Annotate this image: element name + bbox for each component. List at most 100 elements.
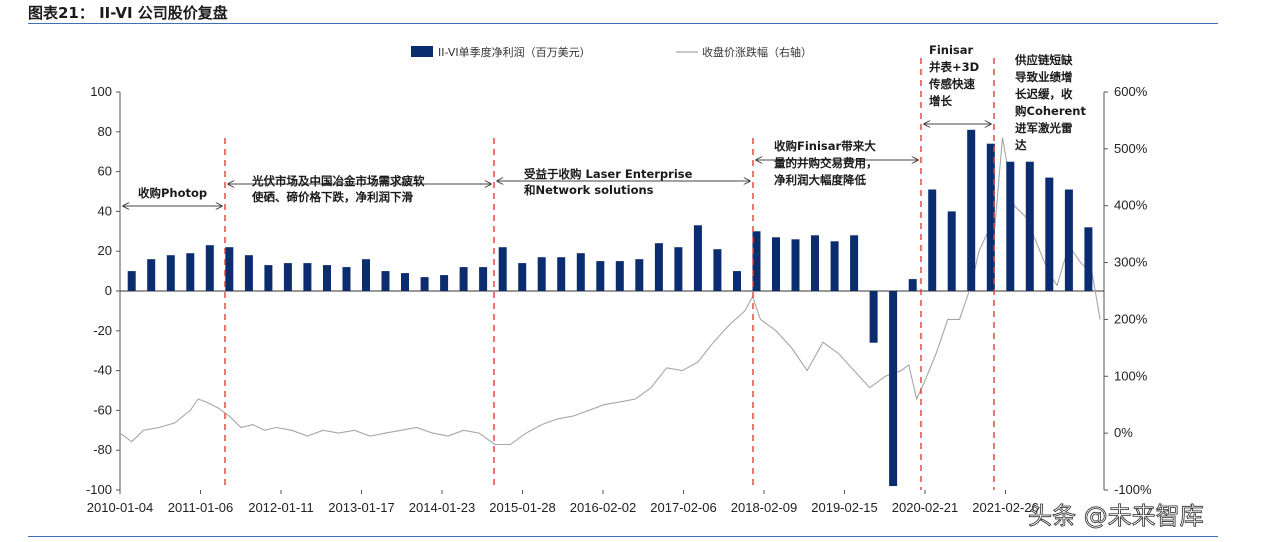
annotation-2020-line3: 传感快速: [928, 77, 975, 91]
profit-bar: [1025, 161, 1034, 291]
profit-bar: [947, 211, 956, 291]
left-axis-ticks: -100 -80 -60 -40 -20 0 20 40 60 80 100: [86, 84, 120, 497]
profit-bar: [752, 231, 761, 291]
right-tick-label: 0%: [1114, 425, 1133, 440]
profit-bar: [772, 237, 780, 291]
annotation-2021-line5: 进军激光雷: [1015, 121, 1073, 135]
profit-bar: [186, 253, 195, 291]
left-tick-label: -20: [93, 323, 112, 338]
profit-bar: [674, 247, 683, 291]
profit-bar: [713, 249, 722, 291]
profit-bar: [1006, 161, 1015, 291]
left-tick-label: 60: [98, 164, 112, 179]
profit-bar: [518, 263, 527, 291]
profit-bar: [693, 225, 702, 291]
profit-bar: [166, 255, 175, 291]
profit-bar: [596, 261, 605, 291]
annotation-2021-line3: 长迟缓，收: [1015, 87, 1073, 101]
annotation-2021-line1: 供应链短缺: [1014, 53, 1073, 67]
profit-bar: [967, 129, 976, 291]
profit-bar: [205, 245, 214, 291]
net-profit-bars: [127, 129, 1093, 486]
legend-bar-swatch: [411, 46, 433, 57]
watermark: 头条 @未来智库: [1028, 502, 1204, 530]
x-tick-label: 2013-01-17: [328, 500, 395, 515]
right-tick-label: 600%: [1114, 84, 1148, 99]
left-tick-label: 20: [98, 243, 112, 258]
period-arrows: [123, 124, 991, 206]
left-tick-label: 80: [98, 124, 112, 139]
legend-line-label: 收盘价涨跌幅（右轴）: [702, 45, 812, 59]
annotation-2015-line1: 受益于收购 Laser Enterprise: [524, 167, 693, 181]
x-tick-label: 2010-01-04: [87, 500, 154, 515]
profit-bar: [381, 271, 390, 291]
profit-bar: [908, 279, 917, 291]
profit-bar: [1084, 227, 1093, 291]
right-tick-label: 400%: [1114, 198, 1148, 213]
profit-bar: [303, 263, 312, 291]
profit-bar: [147, 259, 156, 291]
profit-bar: [498, 247, 507, 291]
right-tick-label: 100%: [1114, 368, 1148, 383]
left-tick-label: -40: [93, 363, 112, 378]
profit-bar: [1064, 189, 1073, 291]
profit-bar: [791, 239, 800, 291]
profit-bar: [283, 263, 292, 291]
price-change-line: [119, 137, 1101, 446]
x-tick-label: 2012-01-11: [248, 500, 314, 515]
annotation-2012-line2: 使硒、碲价格下跌，净利润下滑: [251, 190, 413, 204]
annotation-2018-line1: 收购Finisar带来大: [774, 139, 876, 153]
profit-bar: [479, 267, 488, 291]
profit-bar: [362, 259, 370, 291]
annotation-2020-line4: 增长: [929, 94, 952, 108]
x-tick-label: 2011-01-06: [168, 500, 234, 515]
x-tick-label: 2021-02-26: [972, 500, 1039, 515]
profit-bar: [342, 267, 351, 291]
annotations: 收购Photop 光伏市场及中国冶金市场需求疲软 使硒、碲价格下跌，净利润下滑 …: [138, 43, 1086, 204]
annotation-2015-line2: 和Network solutions: [524, 183, 654, 197]
profit-bar: [420, 277, 429, 291]
annotation-2020-line1: Finisar: [929, 43, 974, 57]
profit-bar: [928, 189, 937, 291]
left-tick-label: -80: [93, 442, 112, 457]
profit-bar: [830, 241, 839, 292]
profit-bar: [576, 253, 585, 291]
profit-bar: [323, 265, 331, 291]
profit-bar: [440, 275, 449, 291]
left-tick-label: 0: [105, 283, 112, 298]
left-tick-label: 100: [90, 84, 112, 99]
x-tick-label: 2015-01-28: [489, 500, 556, 515]
x-tick-label: 2020-02-21: [892, 500, 959, 515]
legend: II-VI单季度净利润（百万美元） 收盘价涨跌幅（右轴）: [411, 45, 812, 59]
right-tick-label: 200%: [1114, 311, 1148, 326]
profit-bar: [635, 259, 644, 291]
profit-bar: [889, 291, 898, 486]
legend-bar-label: II-VI单季度净利润（百万美元）: [438, 45, 591, 59]
left-tick-label: -100: [86, 482, 112, 497]
profit-bar: [654, 243, 663, 291]
profit-bar: [869, 291, 878, 343]
profit-bar: [225, 247, 234, 291]
x-tick-label: 2017-02-06: [650, 500, 717, 515]
profit-bar: [537, 257, 546, 291]
right-tick-label: 500%: [1114, 141, 1148, 156]
annotation-2018-line3: 净利润大幅度降低: [774, 173, 866, 187]
profit-bar: [986, 143, 995, 291]
x-tick-label: 2018-02-09: [731, 500, 798, 515]
right-axis-ticks: -100% 0% 100% 200% 300% 400% 500% 600%: [1104, 84, 1152, 497]
profit-bar: [1045, 177, 1054, 291]
annotation-2012-line1: 光伏市场及中国冶金市场需求疲软: [251, 174, 425, 188]
profit-bar: [264, 265, 273, 291]
right-tick-label: -100%: [1114, 482, 1152, 497]
annotation-2021-line6: 达: [1015, 138, 1027, 152]
profit-bar: [127, 271, 136, 291]
profit-bar: [850, 235, 859, 291]
left-tick-label: 40: [98, 203, 112, 218]
profit-bar: [244, 255, 253, 291]
annotation-2020-line2: 并表+3D: [929, 60, 979, 74]
left-tick-label: -60: [93, 402, 112, 417]
annotation-2021-line2: 导致业绩增: [1015, 70, 1073, 84]
bottom-rule: [28, 536, 1218, 537]
x-tick-label: 2019-02-15: [811, 500, 878, 515]
